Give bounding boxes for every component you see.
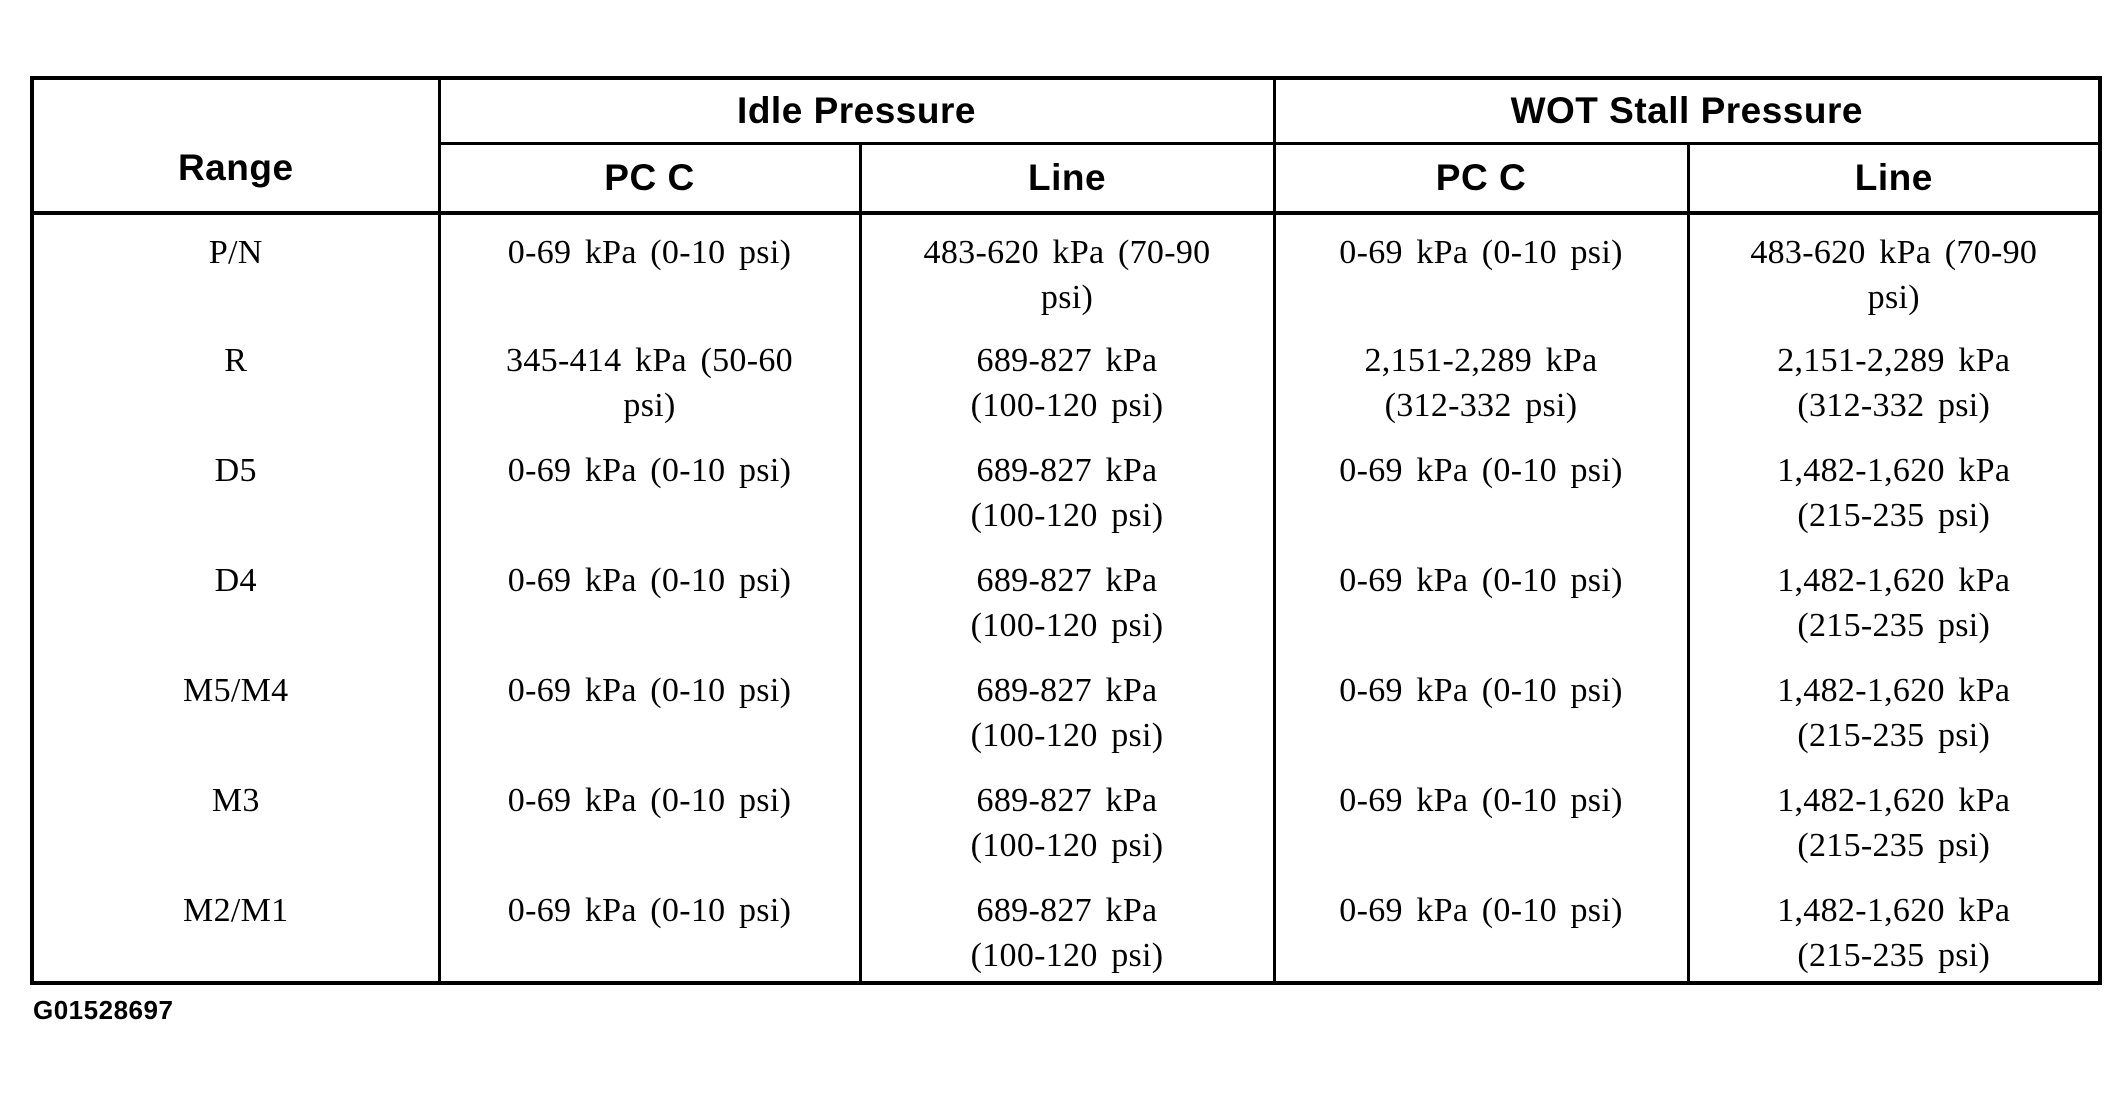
cell-wot-line: 1,482-1,620 kPa (215-235 psi) [1686,873,2101,983]
table-row: R 345-414 kPa (50-60 psi) 689-827 kPa (1… [32,323,2101,433]
cell-wot-pcc: 2,151-2,289 kPa (312-332 psi) [1272,323,1688,433]
cell-idle-line: 483-620 kPa (70-90 psi) [858,213,1274,323]
cell-range: M5/M4 [183,672,289,709]
cell-range: D5 [214,452,257,489]
column-header-range: Range [32,78,441,215]
cell-idle-pcc: 0-69 kPa (0-10 psi) [437,433,860,543]
group-header-idle-pressure: Idle Pressure [437,78,1274,145]
cell-idle-line: 689-827 kPa (100-120 psi) [858,873,1274,983]
table-row: M3 0-69 kPa (0-10 psi) 689-827 kPa (100-… [32,763,2101,873]
table-body: P/N 0-69 kPa (0-10 psi) 483-620 kPa (70-… [32,213,2101,983]
cell-idle-line: 689-827 kPa (100-120 psi) [858,433,1274,543]
cell-wot-pcc: 0-69 kPa (0-10 psi) [1272,543,1688,653]
column-header-wot-line: Line [1686,143,2101,215]
cell-idle-pcc: 0-69 kPa (0-10 psi) [437,543,860,653]
cell-wot-pcc: 0-69 kPa (0-10 psi) [1272,763,1688,873]
cell-range: M2/M1 [183,892,289,929]
cell-idle-pcc: 0-69 kPa (0-10 psi) [437,763,860,873]
cell-wot-line: 483-620 kPa (70-90 psi) [1686,213,2101,323]
table-row: P/N 0-69 kPa (0-10 psi) 483-620 kPa (70-… [32,213,2101,323]
cell-wot-pcc: 0-69 kPa (0-10 psi) [1272,213,1688,323]
cell-idle-pcc: 345-414 kPa (50-60 psi) [437,323,860,433]
cell-wot-line: 1,482-1,620 kPa (215-235 psi) [1686,763,2101,873]
cell-wot-pcc: 0-69 kPa (0-10 psi) [1272,653,1688,763]
cell-wot-line: 1,482-1,620 kPa (215-235 psi) [1686,543,2101,653]
cell-wot-line: 1,482-1,620 kPa (215-235 psi) [1686,653,2101,763]
table-header: Range Idle Pressure WOT Stall Pressure P… [32,78,2101,215]
cell-idle-line: 689-827 kPa (100-120 psi) [858,543,1274,653]
group-header-wot-stall-pressure: WOT Stall Pressure [1272,78,2101,145]
cell-wot-line: 1,482-1,620 kPa (215-235 psi) [1686,433,2101,543]
column-header-idle-line: Line [858,143,1274,215]
column-header-idle-pcc: PC C [437,143,860,215]
cell-idle-pcc: 0-69 kPa (0-10 psi) [437,653,860,763]
table-row: M2/M1 0-69 kPa (0-10 psi) 689-827 kPa (1… [32,873,2101,983]
cell-range: R [224,342,248,379]
cell-idle-line: 689-827 kPa (100-120 psi) [858,763,1274,873]
cell-idle-line: 689-827 kPa (100-120 psi) [858,323,1274,433]
cell-idle-line: 689-827 kPa (100-120 psi) [858,653,1274,763]
cell-range: M3 [211,782,260,819]
cell-idle-pcc: 0-69 kPa (0-10 psi) [437,873,860,983]
cell-range: D4 [214,562,257,599]
pressure-spec-table: Range Idle Pressure WOT Stall Pressure P… [30,76,2103,985]
cell-wot-pcc: 0-69 kPa (0-10 psi) [1272,433,1688,543]
table-row: D4 0-69 kPa (0-10 psi) 689-827 kPa (100-… [32,543,2101,653]
cell-idle-pcc: 0-69 kPa (0-10 psi) [437,213,860,323]
figure-id-label: G01528697 [33,995,174,1025]
cell-wot-pcc: 0-69 kPa (0-10 psi) [1272,873,1688,983]
cell-range: P/N [208,234,263,271]
cell-wot-line: 2,151-2,289 kPa (312-332 psi) [1686,323,2101,433]
table-row: D5 0-69 kPa (0-10 psi) 689-827 kPa (100-… [32,433,2101,543]
table-row: M5/M4 0-69 kPa (0-10 psi) 689-827 kPa (1… [32,653,2101,763]
column-header-wot-pcc: PC C [1272,143,1688,215]
